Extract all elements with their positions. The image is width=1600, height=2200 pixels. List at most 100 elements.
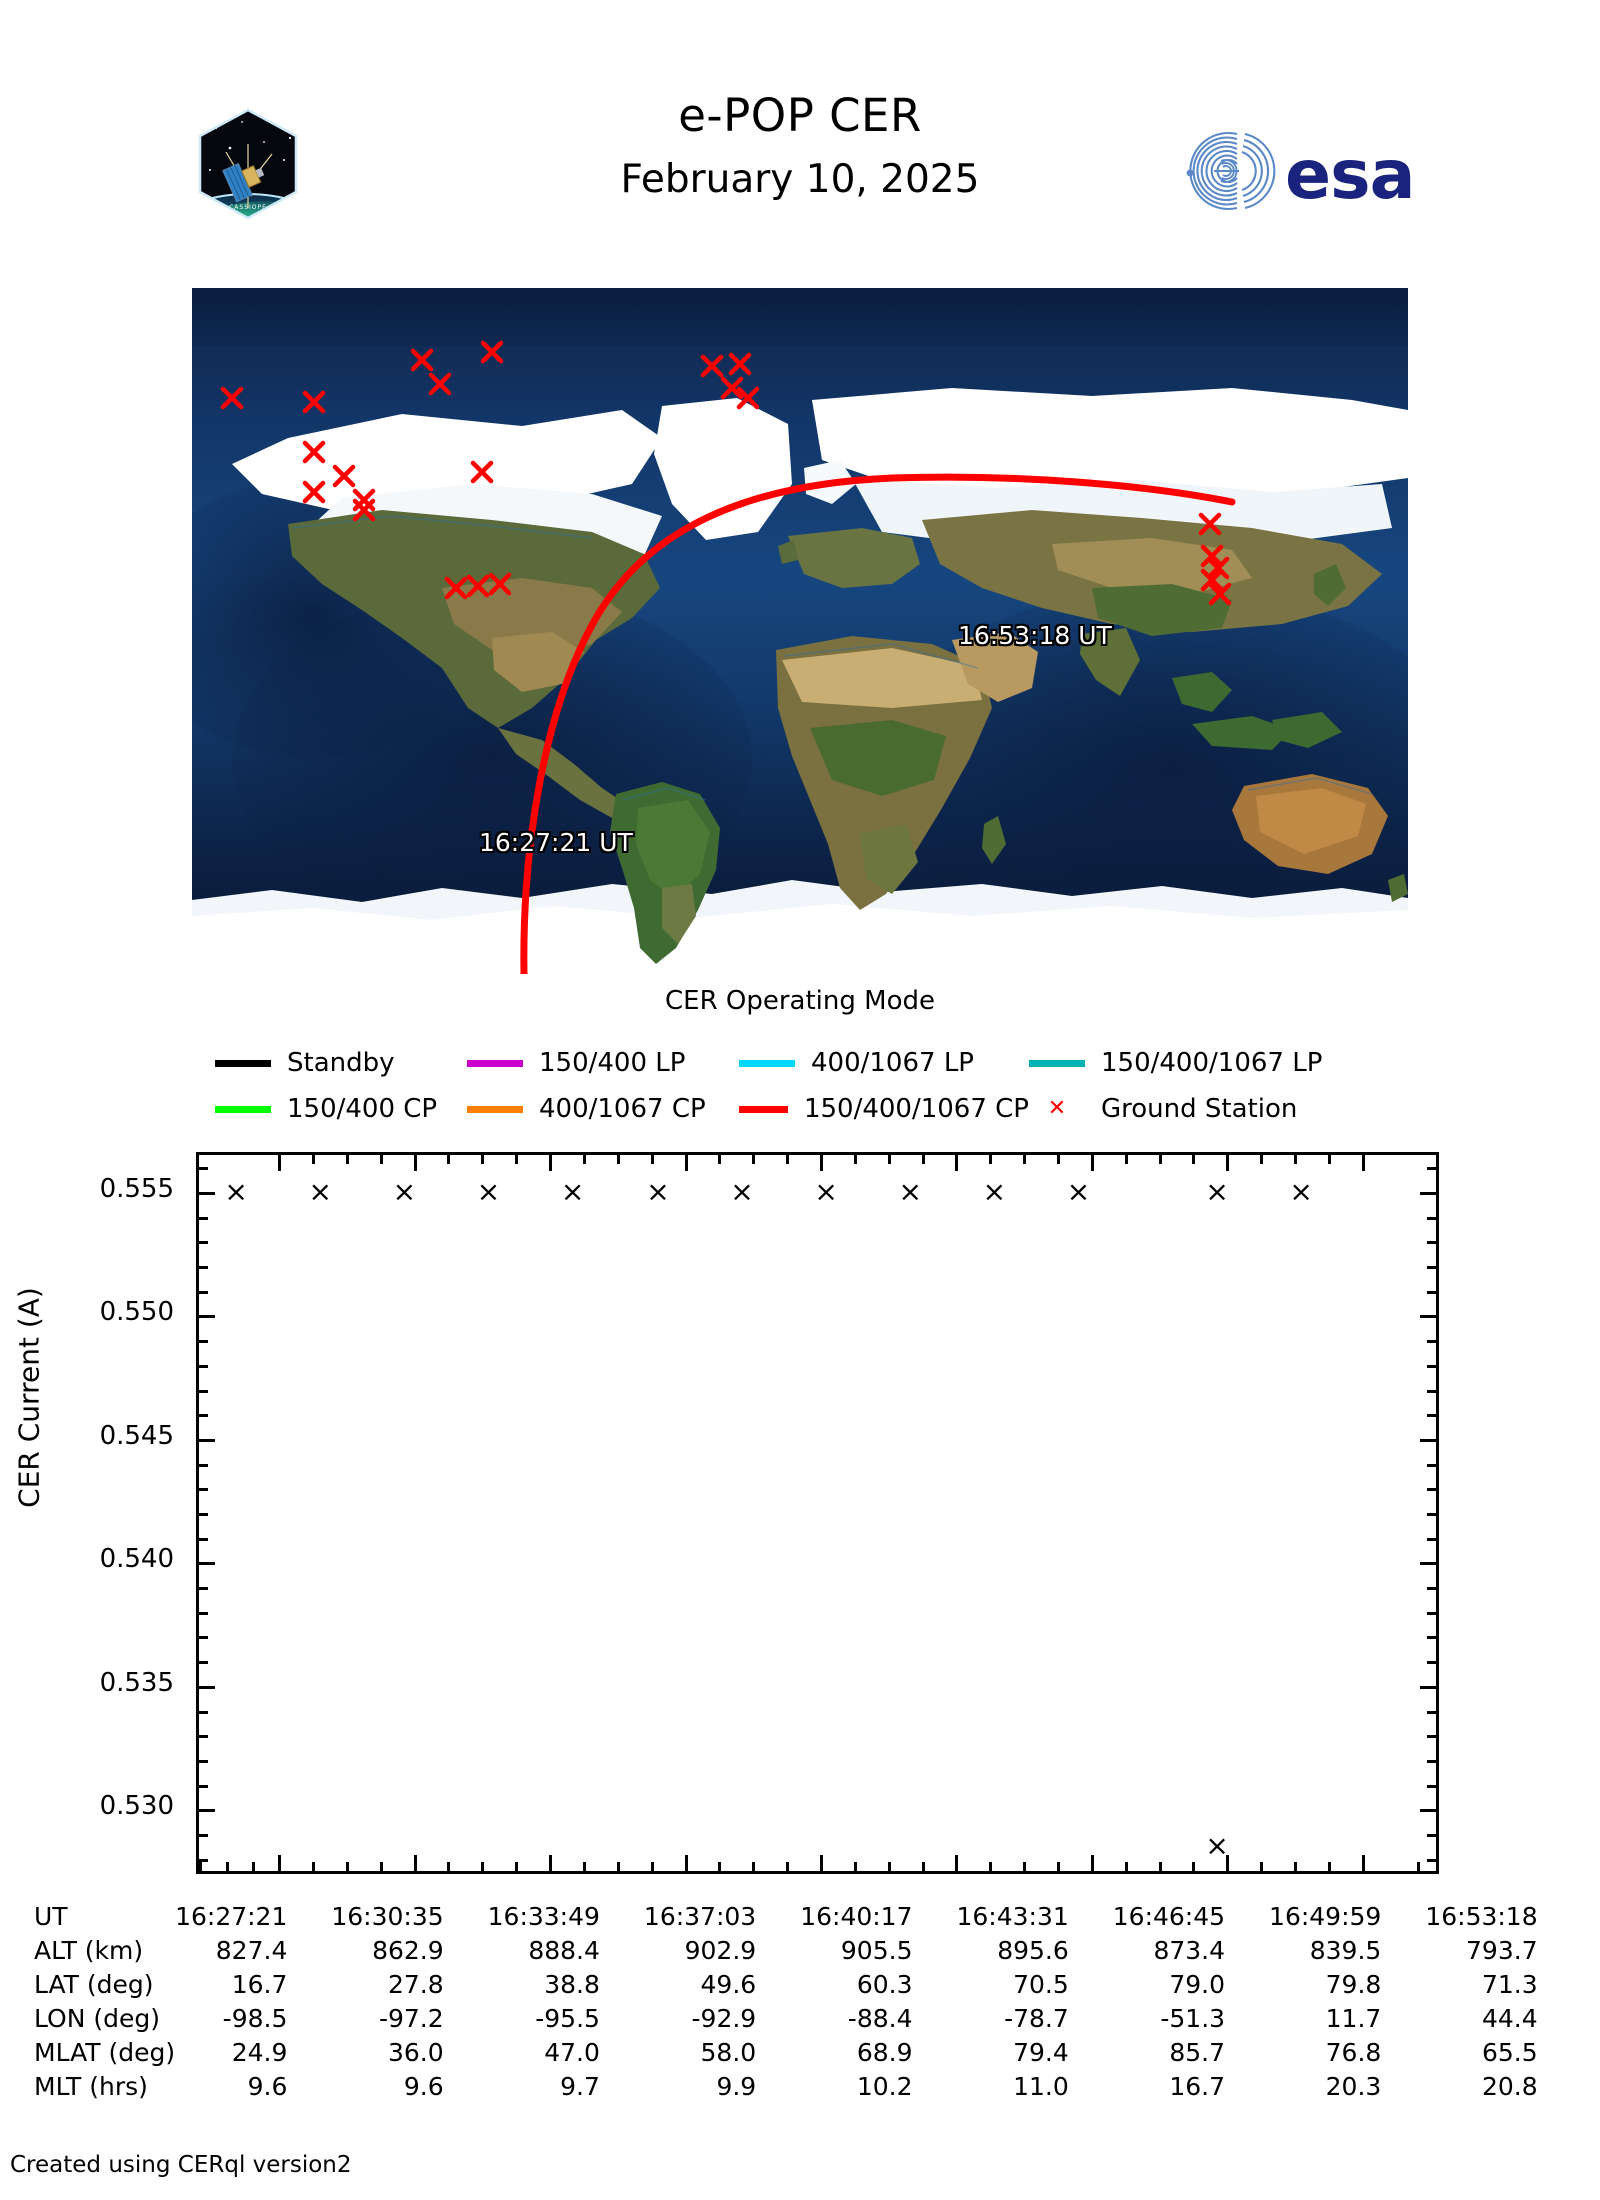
legend-row-1: Standby 150/400 LP 400/1067 LP 150/400/1… [215, 1040, 1445, 1086]
table-cell: 27.8 [387, 1970, 444, 1999]
x-tick-minor-top [1327, 1155, 1331, 1164]
ground-station-x-icon: ✕ [1047, 1096, 1067, 1121]
cer-current-plot[interactable]: × × × × × × × × × × × × × × [196, 1152, 1439, 1874]
y-tick-minor-right [1427, 1488, 1436, 1492]
esa-logo: esa [1186, 131, 1415, 213]
x-tick-minor [1260, 1862, 1264, 1871]
data-point-marker: × [560, 1175, 585, 1209]
x-tick-minor [447, 1862, 451, 1871]
y-tick-minor [199, 1389, 208, 1393]
x-tick-minor [853, 1862, 857, 1871]
x-tick-major [684, 1855, 688, 1871]
legend-item-150-400-1067-cp[interactable]: 150/400/1067 CP [739, 1094, 1029, 1124]
table-cell: 79.4 [1013, 2038, 1069, 2067]
y-tick-minor-right [1427, 1513, 1436, 1516]
data-point-marker: × [730, 1175, 754, 1209]
y-tick-minor-right [1427, 1636, 1436, 1640]
y-tick-minor [199, 1636, 208, 1640]
x-tick-minor [1158, 1862, 1162, 1871]
table-cell: 71.3 [1481, 1970, 1538, 1999]
x-tick-major-top [1361, 1155, 1365, 1171]
legend-item-150-400-cp[interactable]: 150/400 CP [215, 1094, 467, 1124]
legend-item-150-400-lp[interactable]: 150/400 LP [467, 1048, 739, 1078]
y-axis-tick-labels: 0.555 0.550 0.545 0.540 0.535 0.530 [34, 1152, 174, 1874]
table-cell: 839.5 [1309, 1936, 1382, 1965]
table-row-label: LON (deg) [34, 2004, 160, 2033]
table-cell: -98.5 [222, 2004, 288, 2033]
x-tick-major-top [819, 1155, 823, 1171]
x-tick-minor-top [447, 1155, 451, 1164]
table-cell: 20.8 [1481, 2072, 1538, 2101]
table-cell: 905.5 [840, 1936, 913, 1965]
legend-label-150-400-1067-cp: 150/400/1067 CP [803, 1094, 1029, 1124]
y-tick-minor [199, 1241, 208, 1245]
x-tick-minor-top [345, 1155, 349, 1164]
x-tick-minor [1124, 1862, 1128, 1871]
data-point-marker: × [476, 1175, 501, 1209]
data-point-marker: × [1205, 1175, 1229, 1209]
legend-item-standby[interactable]: Standby [215, 1048, 467, 1078]
x-tick-minor-top [853, 1155, 857, 1164]
y-tick-minor [199, 1833, 208, 1837]
legend-item-400-1067-cp[interactable]: 400/1067 CP [467, 1094, 739, 1124]
legend-label-standby: Standby [287, 1048, 395, 1078]
x-tick-minor [379, 1862, 383, 1871]
x-tick-minor [199, 1862, 202, 1871]
y-tick-minor [199, 1488, 208, 1492]
y-tick-minor [199, 1784, 208, 1788]
world-map-canvas [192, 288, 1408, 974]
table-cell: 36.0 [387, 2038, 444, 2067]
legend-item-400-1067-lp[interactable]: 400/1067 LP [739, 1048, 1029, 1078]
x-tick-minor-top [1192, 1155, 1196, 1164]
y-tick-minor [199, 1537, 208, 1541]
table-cell: 16:40:17 [800, 1902, 913, 1931]
ephemeris-table: UT 16:27:21 16:30:35 16:33:49 16:37:03 16:40:… [34, 1900, 1582, 2104]
x-tick-minor [1192, 1862, 1196, 1871]
map-end-time-label: 16:53:18 UT [958, 621, 1112, 650]
table-cell: 44.4 [1481, 2004, 1538, 2033]
legend-item-150-400-1067-lp[interactable]: 150/400/1067 LP [1029, 1048, 1322, 1078]
x-tick-minor-top [921, 1155, 925, 1164]
page-subtitle-date: February 10, 2025 [620, 157, 980, 202]
table-cell: 79.8 [1325, 1970, 1382, 1999]
x-tick-minor [1294, 1862, 1298, 1871]
y-tick-minor-right [1427, 1364, 1436, 1368]
x-tick-minor-top [379, 1155, 383, 1164]
table-row: MLAT (deg) 24.9 36.0 47.0 58.0 68.9 79.4 85.7 76… [34, 2036, 1582, 2070]
y-tick-minor-right [1427, 1833, 1436, 1837]
page-header: CASSIOPE e-POP CER February 10, 2025 [0, 0, 1600, 220]
x-tick-major-top [549, 1155, 553, 1171]
x-tick-minor-top [1158, 1155, 1162, 1164]
y-tick-label: 0.535 [99, 1667, 174, 1698]
table-cell: -92.9 [691, 2004, 757, 2033]
legend-label-150-400-1067-lp: 150/400/1067 LP [1101, 1048, 1323, 1078]
table-cell: 9.9 [716, 2072, 757, 2101]
table-cell: -95.5 [535, 2004, 600, 2033]
x-tick-minor-top [582, 1155, 586, 1164]
y-tick-minor-right [1427, 1858, 1436, 1862]
x-tick-minor [616, 1862, 620, 1871]
x-tick-major-top [684, 1155, 688, 1171]
cassiope-logo: CASSIOPE [198, 108, 298, 220]
x-tick-minor-top [752, 1155, 756, 1164]
map-start-time-label: 16:27:21 UT [479, 828, 633, 857]
table-cell: 38.8 [544, 1970, 600, 1999]
legend-title: CER Operating Mode [664, 986, 935, 1016]
table-cell: 888.4 [528, 1936, 600, 1965]
table-row: UT 16:27:21 16:30:35 16:33:49 16:37:03 16:40:… [34, 1900, 1582, 1934]
table-cell: 24.9 [231, 2038, 288, 2067]
y-tick-minor [199, 1710, 208, 1714]
y-tick-minor-right [1427, 1266, 1436, 1270]
table-row-label: LAT (deg) [34, 1970, 154, 1999]
table-cell: 827.4 [215, 1936, 288, 1965]
legend-item-ground-station[interactable]: ✕ Ground Station [1029, 1094, 1298, 1124]
orbit-ground-track-map[interactable]: 16:27:21 UT 16:53:18 UT [192, 288, 1408, 974]
table-cell: 862.9 [372, 1936, 444, 1965]
x-tick-minor [1417, 1862, 1421, 1871]
table-cell: 10.2 [856, 2072, 913, 2101]
x-tick-minor-top [887, 1155, 891, 1164]
y-tick-major [199, 1438, 215, 1442]
data-point-marker: × [392, 1175, 417, 1209]
table-cell: 60.3 [856, 1970, 913, 1999]
table-cell: 16:43:31 [956, 1902, 1069, 1931]
